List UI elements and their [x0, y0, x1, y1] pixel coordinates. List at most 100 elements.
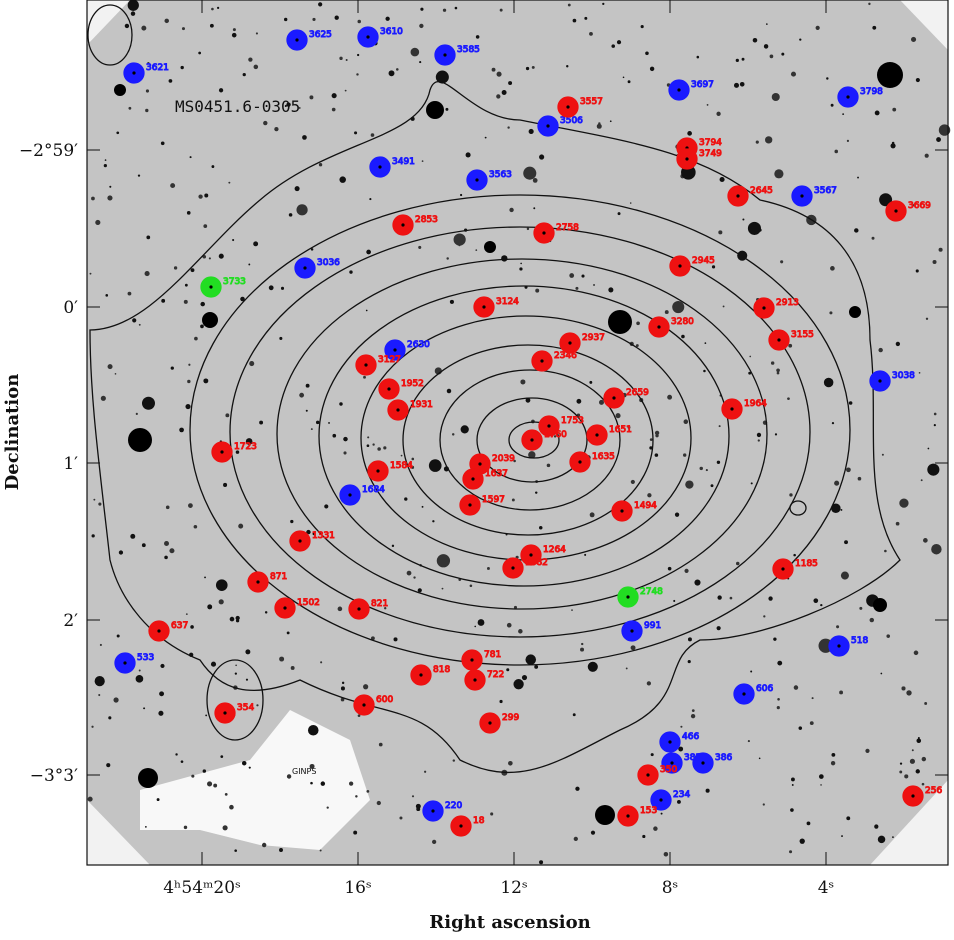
star: [168, 79, 173, 83]
star: [145, 89, 150, 93]
source-id: 3506: [560, 116, 583, 126]
star: [857, 476, 862, 481]
star: [799, 838, 805, 844]
star: [762, 803, 765, 806]
source-id: 2346: [554, 351, 577, 361]
star: [428, 459, 442, 472]
star: [357, 19, 361, 24]
star: [385, 16, 390, 21]
star: [191, 774, 195, 778]
star: [89, 272, 92, 275]
star: [755, 140, 759, 144]
star: [378, 742, 383, 747]
source-id: 1723: [234, 442, 257, 452]
star: [263, 120, 268, 126]
star: [789, 493, 793, 497]
star: [290, 519, 294, 524]
y-tick-label: 0′: [63, 298, 78, 318]
source-core: [547, 424, 551, 428]
star: [302, 135, 307, 140]
frame: [86, 0, 949, 866]
star: [831, 503, 841, 514]
star: [279, 336, 283, 340]
masked-region: [140, 710, 370, 850]
star: [103, 164, 107, 168]
source-id: 3610: [380, 27, 403, 37]
star: [806, 821, 811, 826]
star: [840, 508, 843, 511]
star: [366, 249, 371, 255]
star: [141, 543, 146, 548]
star: [538, 525, 543, 530]
star: [717, 595, 722, 600]
star: [190, 625, 194, 629]
star: [446, 388, 452, 394]
star: [684, 568, 689, 573]
source-core: [659, 798, 663, 802]
source-id: 1331: [312, 531, 335, 541]
star: [164, 555, 168, 560]
star: [210, 661, 217, 667]
source-id: 2659: [626, 388, 649, 398]
star: [229, 616, 235, 622]
star: [776, 371, 780, 375]
source-core: [419, 673, 423, 677]
star: [421, 160, 424, 163]
star: [198, 51, 202, 55]
star: [298, 107, 301, 109]
star: [531, 65, 535, 69]
star: [421, 505, 424, 508]
star: [729, 596, 733, 600]
star: [815, 25, 820, 31]
star: [519, 267, 523, 271]
source-id: 1753: [561, 416, 584, 426]
star: [114, 373, 117, 375]
source-id: 354: [237, 703, 254, 713]
star: [771, 92, 780, 102]
star: [208, 257, 211, 260]
star: [225, 413, 230, 418]
star: [694, 579, 701, 586]
star: [645, 51, 649, 56]
star: [649, 438, 653, 441]
star: [296, 204, 308, 216]
source-core: [471, 477, 475, 481]
source-id: 3733: [223, 277, 246, 287]
star: [915, 77, 920, 83]
source-core: [357, 607, 361, 611]
source-id: 2645: [750, 186, 773, 196]
star: [716, 626, 721, 631]
star: [839, 690, 844, 695]
star: [576, 398, 582, 404]
star: [280, 286, 285, 290]
star: [716, 460, 721, 464]
star: [752, 37, 758, 43]
star: [235, 450, 240, 454]
star: [711, 265, 716, 269]
star: [593, 283, 596, 286]
star: [474, 625, 477, 628]
star: [793, 553, 796, 557]
star: [245, 678, 249, 681]
star: [241, 760, 247, 766]
star: [486, 567, 490, 570]
source-id: 1952: [401, 379, 424, 389]
star: [453, 233, 466, 246]
y-tick-label: 1′: [63, 454, 78, 474]
star: [460, 425, 469, 434]
star: [116, 131, 120, 135]
star: [404, 497, 408, 501]
star: [141, 396, 155, 410]
star: [892, 836, 894, 838]
star: [799, 38, 802, 41]
star: [602, 2, 605, 5]
star: [127, 291, 132, 296]
star: [253, 64, 259, 70]
star: [879, 193, 893, 207]
star: [344, 89, 347, 92]
source-core: [566, 105, 570, 109]
star: [912, 204, 915, 207]
star: [376, 800, 381, 806]
star: [203, 378, 209, 384]
star: [528, 451, 536, 459]
